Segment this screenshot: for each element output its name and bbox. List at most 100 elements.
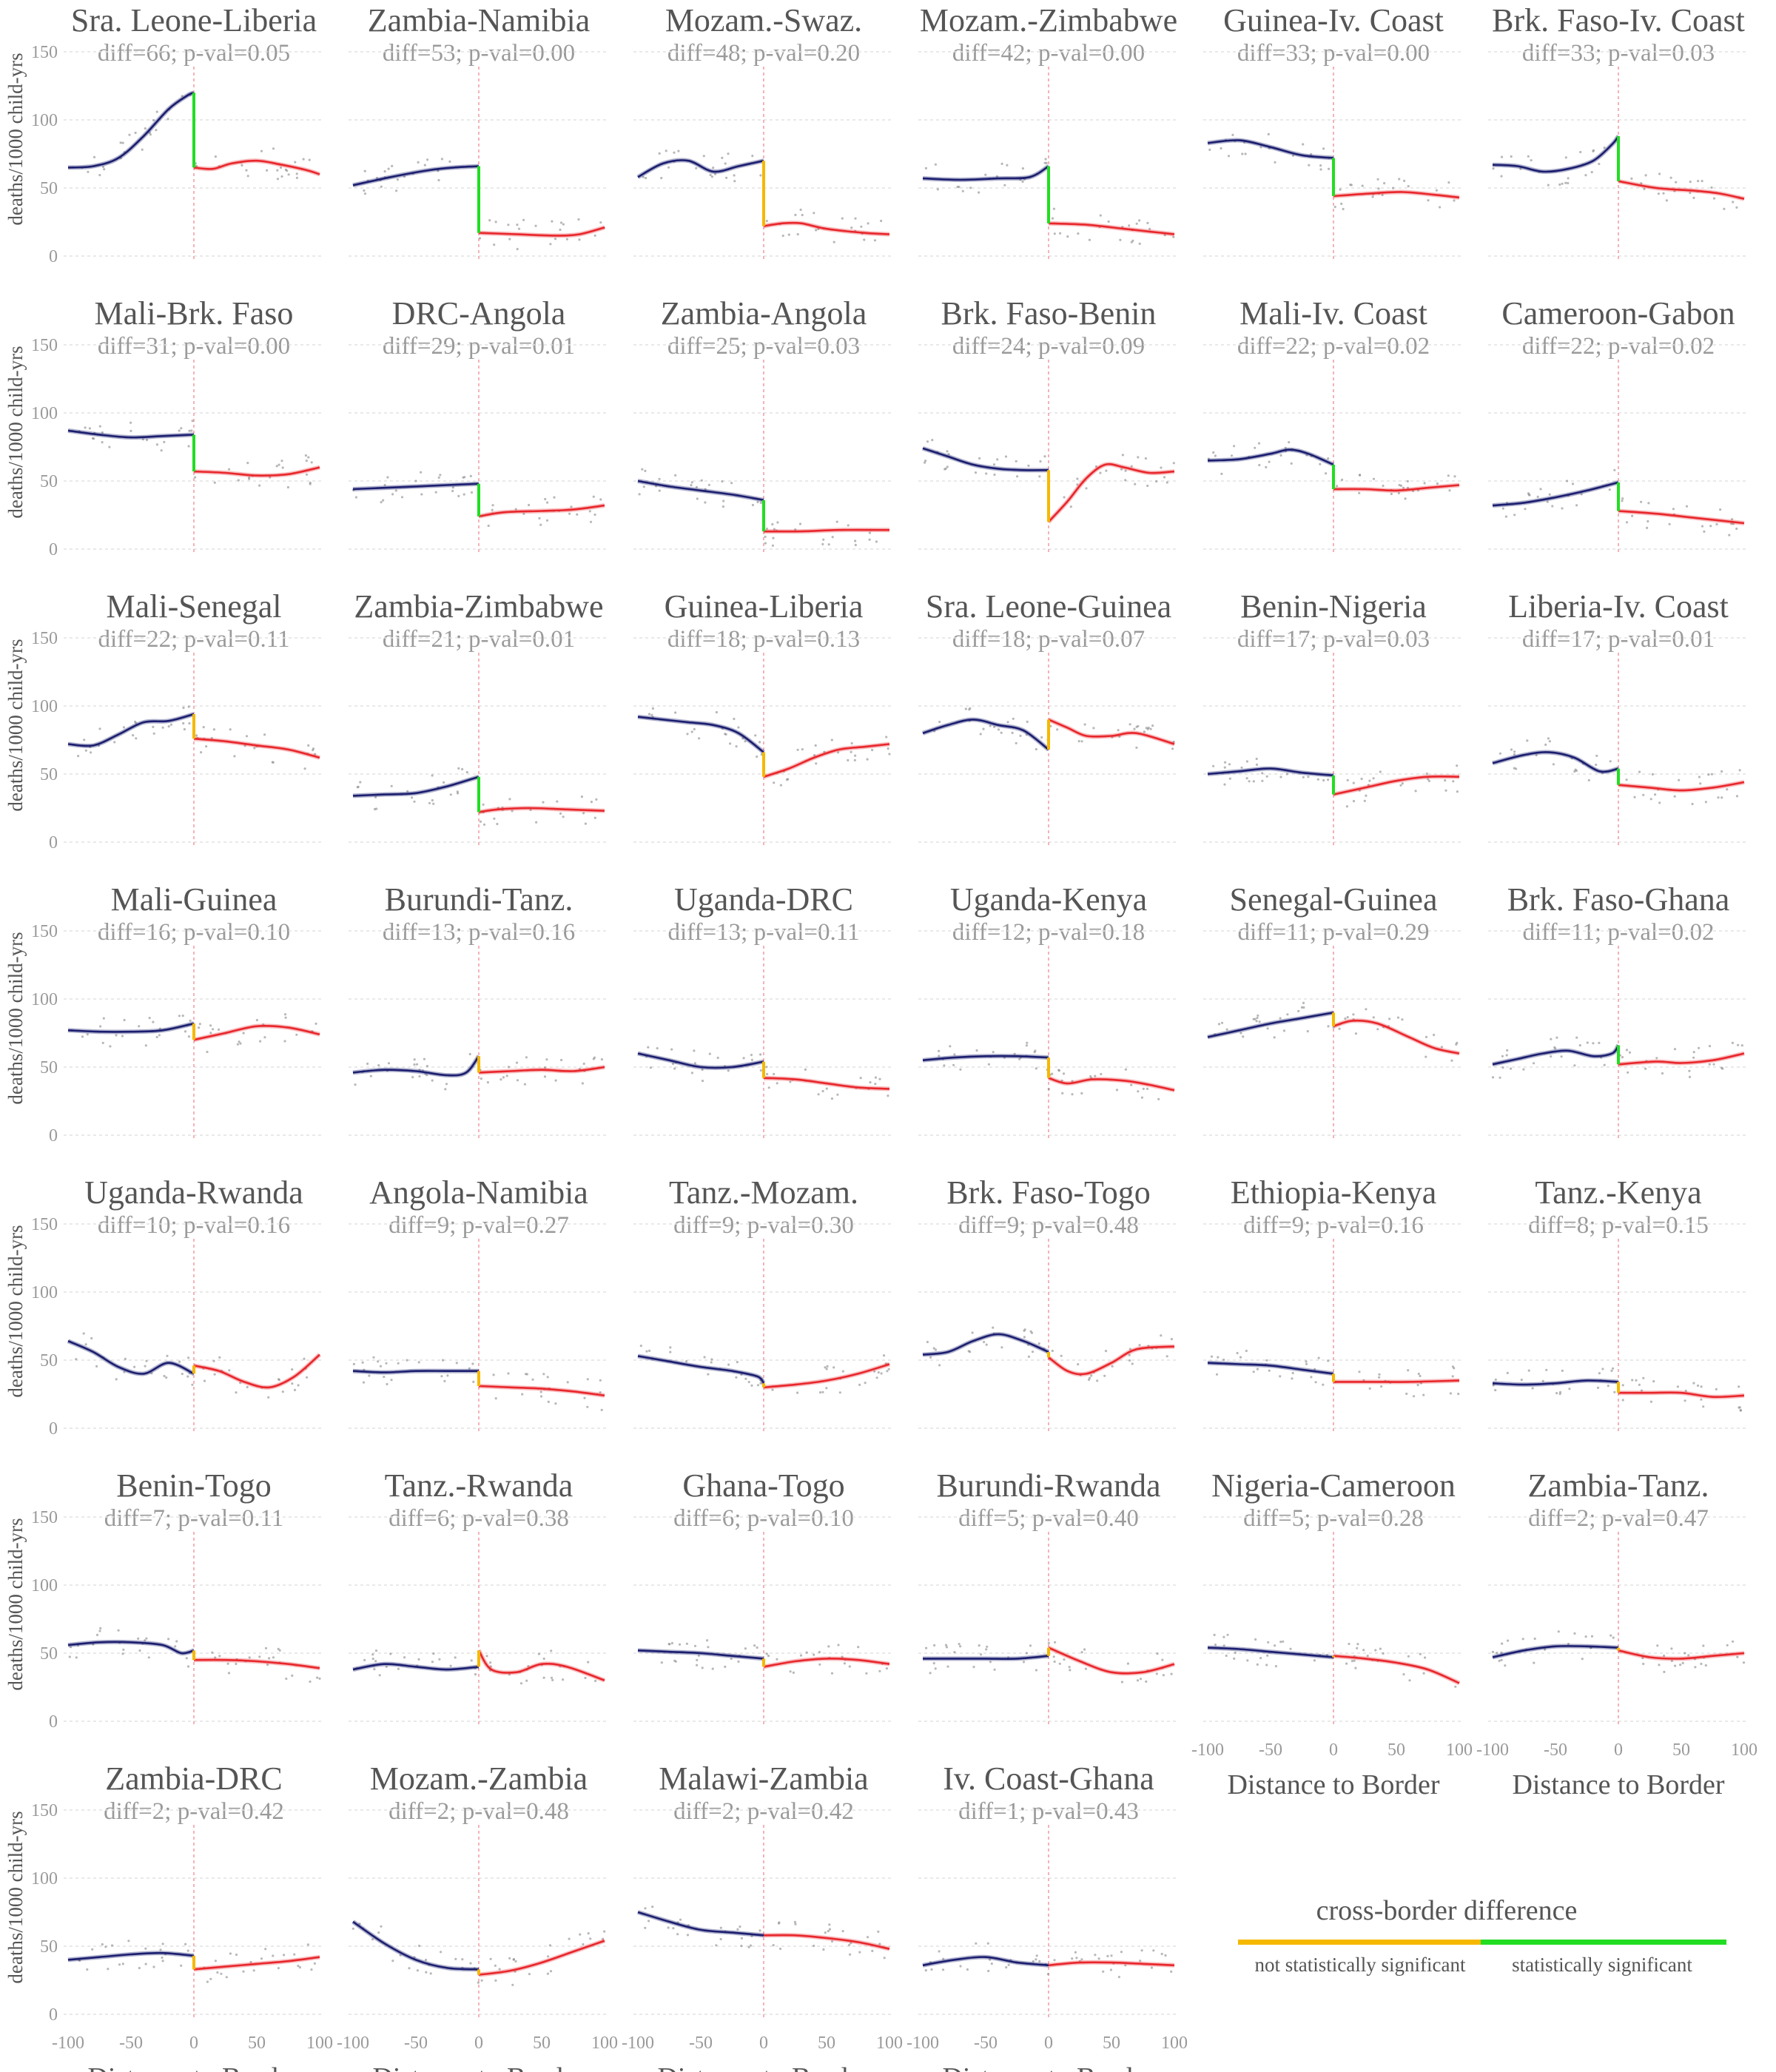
scatter-point — [1352, 1013, 1355, 1016]
scatter-point — [461, 767, 464, 771]
scatter-point — [794, 1923, 797, 1925]
y-tick-label: 50 — [40, 1644, 58, 1664]
scatter-point — [178, 1015, 181, 1018]
scatter-point — [399, 1954, 402, 1957]
scatter-point — [469, 1962, 472, 1965]
scatter-point — [1699, 782, 1702, 785]
scatter-point — [644, 469, 647, 473]
scatter-point — [1333, 206, 1336, 209]
scatter-point — [431, 798, 434, 802]
scatter-point — [413, 1063, 416, 1066]
scatter-point — [959, 1965, 962, 1968]
scatter-point — [673, 1067, 676, 1070]
scatter-point — [1732, 1640, 1735, 1643]
scatter-point — [1376, 178, 1379, 181]
scatter-point — [813, 1653, 815, 1656]
scatter-point — [887, 747, 889, 750]
scatter-point — [982, 727, 985, 730]
panel-title: Liberia-Iv. Coast — [1508, 588, 1729, 625]
scatter-point — [1638, 1383, 1641, 1386]
panel-subtitle: diff=9; p-val=0.48 — [958, 1212, 1139, 1239]
scatter-point — [857, 1646, 860, 1649]
scatter-point — [1019, 734, 1022, 738]
scatter-point — [823, 750, 826, 753]
scatter-point — [660, 1661, 663, 1664]
scatter-point — [1638, 770, 1641, 773]
scatter-point — [1314, 1381, 1317, 1384]
scatter-point — [181, 1015, 184, 1018]
scatter-point — [229, 728, 232, 731]
scatter-point — [286, 485, 289, 489]
x-tick-label: 0 — [1614, 1740, 1623, 1760]
scatter-point — [1663, 1670, 1666, 1673]
scatter-point — [184, 1942, 187, 1945]
scatter-point — [1254, 446, 1257, 449]
right-fit-line — [1333, 776, 1460, 796]
scatter-point — [1566, 480, 1569, 482]
scatter-point — [665, 149, 667, 152]
scatter-point — [1076, 483, 1079, 486]
scatter-point — [1265, 1359, 1268, 1362]
scatter-point — [693, 1049, 696, 1052]
scatter-point — [505, 1074, 508, 1077]
scatter-point — [1377, 187, 1380, 190]
panel-subtitle: diff=17; p-val=0.03 — [1237, 626, 1430, 653]
right-fit-line — [478, 807, 605, 813]
scatter-point — [225, 1976, 228, 1979]
scatter-point — [1307, 776, 1310, 778]
scatter-point — [440, 158, 444, 161]
scatter-point — [801, 214, 804, 217]
scatter-point — [1026, 1041, 1029, 1044]
scatter-point — [1731, 518, 1734, 521]
scatter-point — [1507, 1639, 1510, 1642]
right-fit-line — [763, 1077, 890, 1090]
scatter-point — [874, 1076, 878, 1079]
scatter-point — [249, 1960, 252, 1964]
scatter-point — [710, 175, 714, 178]
scatter-point — [182, 706, 185, 710]
y-tick-label: 0 — [49, 1419, 58, 1439]
scatter-point — [1043, 455, 1046, 458]
scatter-point — [1510, 1067, 1513, 1070]
scatter-point — [1448, 489, 1451, 492]
scatter-point — [832, 1366, 835, 1369]
left-fit-line — [637, 1649, 764, 1660]
scatter-point — [1146, 1087, 1149, 1090]
scatter-point — [1000, 162, 1003, 165]
scatter-point — [1698, 1046, 1701, 1049]
panel-subtitle: diff=2; p-val=0.47 — [1528, 1505, 1709, 1532]
y-tick-label: 150 — [31, 1508, 58, 1527]
scatter-point — [1592, 1042, 1595, 1045]
scatter-point — [124, 1357, 127, 1360]
scatter-point — [667, 1643, 670, 1646]
scatter-point — [132, 734, 135, 737]
scatter-point — [297, 1384, 300, 1387]
scatter-point — [929, 1672, 932, 1675]
scatter-point — [1069, 1669, 1072, 1672]
scatter-point — [781, 235, 784, 238]
scatter-point — [1115, 1089, 1119, 1092]
scatter-point — [248, 477, 251, 480]
x-tick-label: -100 — [1476, 1740, 1509, 1760]
scatter-point — [437, 178, 440, 182]
scatter-point — [1245, 1349, 1248, 1353]
scatter-point — [1598, 1041, 1601, 1044]
scatter-point — [700, 479, 703, 482]
scatter-point — [521, 1393, 524, 1396]
scatter-point — [465, 770, 468, 774]
y-axis-label: deaths/1000 child-yrs — [4, 1811, 27, 1983]
scatter-point — [1546, 500, 1549, 503]
scatter-point — [837, 1644, 840, 1646]
scatter-point — [850, 741, 853, 745]
scatter-point — [1703, 530, 1706, 534]
scatter-point — [759, 1069, 762, 1072]
scatter-point — [527, 1665, 530, 1668]
scatter-point — [721, 156, 724, 159]
scatter-point — [932, 1662, 935, 1665]
scatter-point — [470, 1659, 473, 1662]
panel-subtitle: diff=42; p-val=0.00 — [952, 40, 1145, 67]
scatter-point — [534, 224, 537, 227]
panel-title: Brk. Faso-Togo — [946, 1174, 1151, 1211]
scatter-point — [216, 1971, 219, 1974]
